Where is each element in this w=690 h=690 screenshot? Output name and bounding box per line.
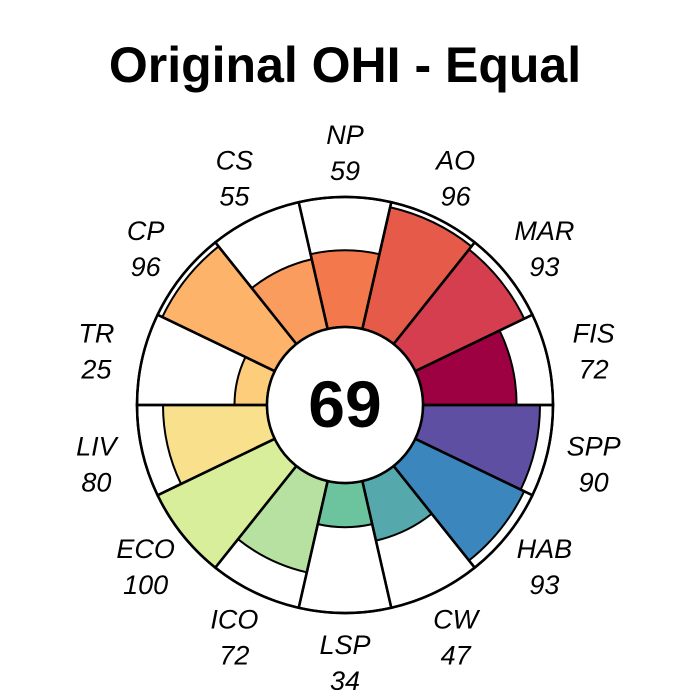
label-spp: SPP bbox=[567, 432, 621, 462]
value-eco: 100 bbox=[123, 570, 168, 600]
label-lsp: LSP bbox=[319, 630, 370, 660]
labels-group: FIS 72 MAR 93 AO 96 NP 59 CS 55 CP 96 TR 25 LIV 80 ECO 10… bbox=[76, 120, 620, 690]
label-ico: ICO bbox=[210, 605, 258, 635]
label-hab: HAB bbox=[517, 534, 573, 564]
value-tr: 25 bbox=[80, 354, 112, 384]
value-ao: 96 bbox=[441, 181, 472, 211]
value-cs: 55 bbox=[219, 181, 250, 211]
center-score: 69 bbox=[308, 367, 381, 441]
chart-title: Original OHI - Equal bbox=[109, 37, 581, 93]
label-ao: AO bbox=[434, 145, 475, 175]
value-hab: 93 bbox=[529, 570, 559, 600]
value-np: 59 bbox=[330, 156, 360, 186]
label-liv: LIV bbox=[76, 432, 120, 462]
center-circle bbox=[265, 325, 425, 485]
label-np: NP bbox=[326, 120, 364, 150]
outlines-group bbox=[135, 195, 555, 615]
label-cw: CW bbox=[433, 605, 480, 635]
value-mar: 93 bbox=[529, 252, 559, 282]
value-lsp: 34 bbox=[330, 666, 360, 690]
value-ico: 72 bbox=[219, 641, 249, 671]
label-cp: CP bbox=[127, 216, 165, 246]
value-cw: 47 bbox=[441, 641, 472, 671]
label-cs: CS bbox=[216, 145, 254, 175]
value-liv: 80 bbox=[81, 468, 111, 498]
label-mar: MAR bbox=[514, 216, 574, 246]
outer-ring bbox=[135, 195, 555, 615]
label-eco: ECO bbox=[116, 534, 175, 564]
value-fis: 72 bbox=[579, 354, 609, 384]
label-fis: FIS bbox=[573, 318, 615, 348]
value-cp: 96 bbox=[131, 252, 162, 282]
value-spp: 90 bbox=[579, 468, 609, 498]
label-tr: TR bbox=[78, 318, 114, 348]
